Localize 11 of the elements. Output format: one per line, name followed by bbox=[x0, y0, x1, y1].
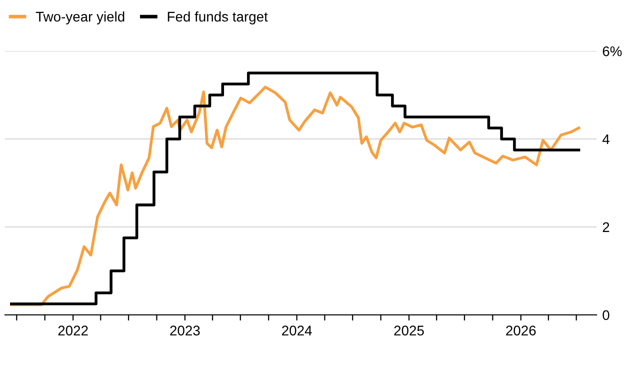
x-tick-label: 2025 bbox=[394, 326, 424, 336]
x-tick-label: 2022 bbox=[58, 326, 88, 336]
y-tick-label: 6% bbox=[602, 46, 622, 56]
x-tick-label: 2026 bbox=[506, 326, 536, 336]
x-tick-label: 2023 bbox=[170, 326, 200, 336]
legend-label: Fed funds target bbox=[168, 11, 268, 24]
y-tick-label: 0 bbox=[602, 310, 610, 320]
legend-label: Two-year yield bbox=[36, 11, 124, 24]
y-tick-label: 4 bbox=[602, 134, 610, 144]
y-tick-label: 2 bbox=[602, 222, 610, 232]
x-tick-label: 2024 bbox=[282, 326, 312, 336]
